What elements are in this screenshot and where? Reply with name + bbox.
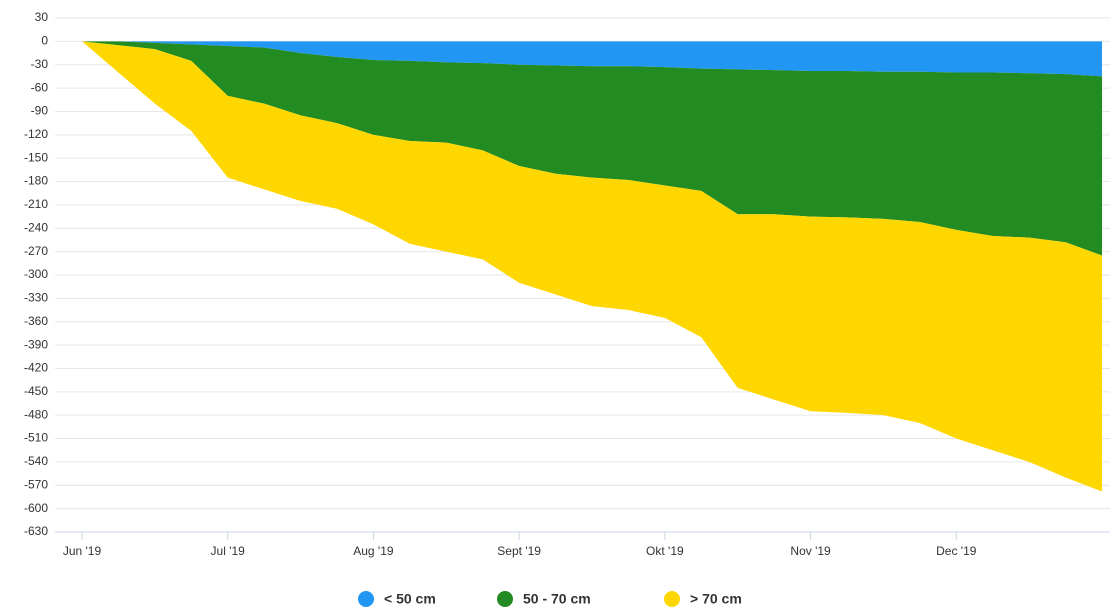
y-tick-label: -60 [31,80,49,94]
y-tick-label: -600 [24,501,48,515]
y-tick-label: -240 [24,220,48,234]
x-tick-label: Sept '19 [497,544,541,558]
area [82,41,1102,77]
area [82,41,1102,256]
y-tick-label: -210 [24,197,48,211]
y-tick-label: -510 [24,431,48,445]
legend-marker [358,591,374,607]
y-tick-label: -300 [24,267,48,281]
y-tick-label: -480 [24,407,48,421]
y-tick-label: -270 [24,244,48,258]
y-tick-label: -90 [31,104,49,118]
x-tick-label: Aug '19 [353,544,394,558]
legend-label: 50 - 70 cm [523,591,591,607]
y-tick-label: -120 [24,127,48,141]
y-tick-label: -330 [24,291,48,305]
y-tick-label: 0 [41,34,48,48]
x-tick-label: Nov '19 [790,544,831,558]
y-tick-label: -180 [24,174,48,188]
y-tick-label: -30 [31,57,49,71]
x-tick-label: Jul '19 [211,544,246,558]
y-tick-label: -540 [24,454,48,468]
x-tick-label: Jun '19 [63,544,102,558]
legend-marker [664,591,680,607]
legend-label: > 70 cm [690,591,742,607]
y-tick-label: -390 [24,337,48,351]
y-tick-label: -420 [24,361,48,375]
y-tick-label: -360 [24,314,48,328]
area [82,41,1102,492]
x-tick-label: Dec '19 [936,544,977,558]
y-tick-label: -150 [24,150,48,164]
legend-marker [497,591,513,607]
y-tick-label: -570 [24,477,48,491]
x-tick-label: Okt '19 [646,544,684,558]
legend-label: < 50 cm [384,591,436,607]
y-tick-label: -450 [24,384,48,398]
y-tick-label: 30 [35,10,49,24]
y-tick-label: -630 [24,524,48,538]
